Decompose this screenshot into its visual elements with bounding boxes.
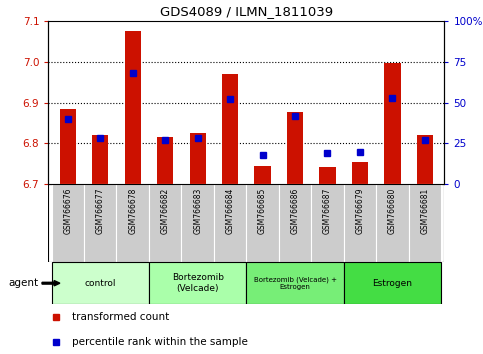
Text: GSM766682: GSM766682	[161, 188, 170, 234]
Bar	[255, 166, 270, 184]
Text: GSM766686: GSM766686	[291, 188, 299, 234]
Text: GSM766677: GSM766677	[96, 188, 105, 234]
Text: transformed count: transformed count	[72, 312, 170, 322]
Text: GSM766683: GSM766683	[193, 188, 202, 234]
Bar	[189, 133, 206, 184]
Text: GSM766687: GSM766687	[323, 188, 332, 234]
Bar	[384, 63, 400, 184]
Text: GSM766684: GSM766684	[226, 188, 235, 234]
Bar	[311, 184, 344, 262]
Bar	[214, 184, 246, 262]
Bar	[149, 262, 246, 304]
Bar	[246, 262, 344, 304]
Text: GSM766676: GSM766676	[63, 188, 72, 234]
Bar	[84, 184, 116, 262]
Bar	[417, 135, 433, 184]
Bar	[287, 112, 303, 184]
Text: GSM766685: GSM766685	[258, 188, 267, 234]
Bar	[125, 32, 141, 184]
Text: percentile rank within the sample: percentile rank within the sample	[72, 337, 248, 347]
Bar	[246, 184, 279, 262]
Bar	[116, 184, 149, 262]
Bar	[376, 184, 409, 262]
Bar	[182, 184, 214, 262]
Text: Bortezomib
(Velcade): Bortezomib (Velcade)	[171, 274, 224, 293]
Text: control: control	[85, 279, 116, 288]
Bar	[344, 184, 376, 262]
Bar	[222, 74, 238, 184]
Text: Bortezomib (Velcade) +
Estrogen: Bortezomib (Velcade) + Estrogen	[254, 276, 337, 290]
Bar	[319, 167, 336, 184]
Bar	[344, 262, 441, 304]
Text: GSM766680: GSM766680	[388, 188, 397, 234]
Bar	[52, 262, 149, 304]
Bar	[92, 135, 108, 184]
Bar	[149, 184, 182, 262]
Bar	[52, 184, 84, 262]
Bar	[352, 162, 368, 184]
Bar	[60, 109, 76, 184]
Bar	[409, 184, 441, 262]
Text: agent: agent	[9, 278, 39, 288]
Bar	[157, 137, 173, 184]
Text: GSM766679: GSM766679	[355, 188, 365, 234]
Text: Estrogen: Estrogen	[372, 279, 412, 288]
Text: GSM766681: GSM766681	[420, 188, 429, 234]
Text: GDS4089 / ILMN_1811039: GDS4089 / ILMN_1811039	[160, 5, 333, 18]
Bar	[279, 184, 311, 262]
Text: GSM766678: GSM766678	[128, 188, 137, 234]
